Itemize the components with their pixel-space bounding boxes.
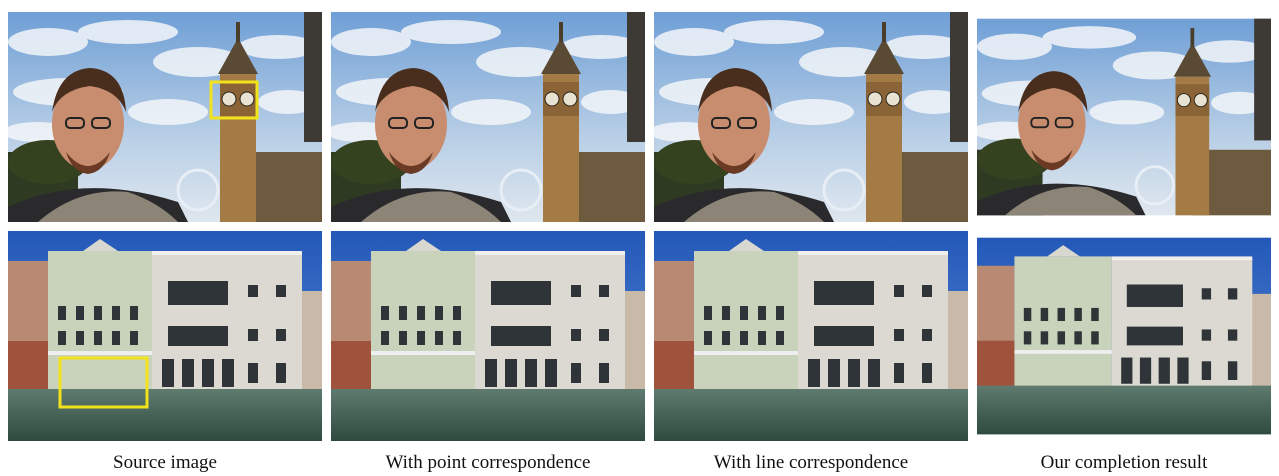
photo	[8, 231, 322, 441]
photo	[654, 12, 968, 222]
caption: With point correspondence	[385, 452, 590, 473]
photo	[8, 12, 322, 222]
photo	[331, 12, 645, 222]
photo	[977, 237, 1271, 435]
caption: With line correspondence	[714, 452, 908, 473]
photo	[654, 231, 968, 441]
caption: Source image	[113, 452, 217, 473]
highlight-box	[58, 356, 149, 409]
photo	[977, 17, 1271, 217]
highlight-box	[209, 80, 259, 120]
caption: Our completion result	[1041, 452, 1208, 473]
photo	[331, 231, 645, 441]
